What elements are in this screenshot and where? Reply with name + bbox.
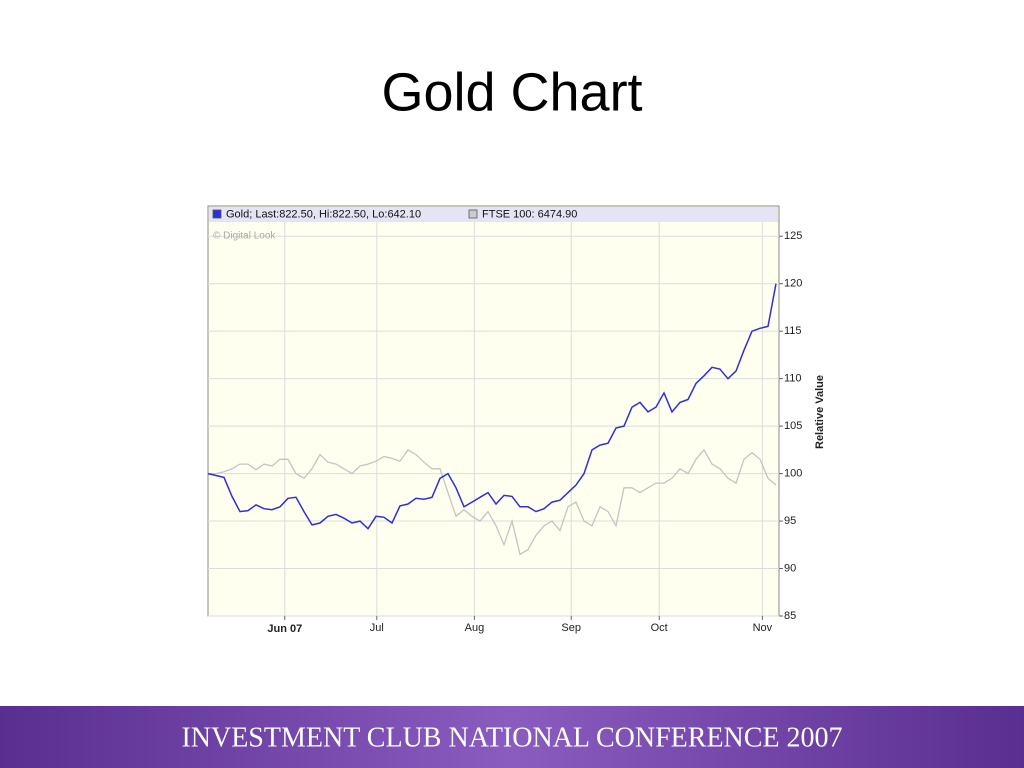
legend-label: FTSE 100: 6474.90 <box>482 208 577 220</box>
grid <box>208 222 783 620</box>
y-tick-label: 90 <box>784 562 796 574</box>
x-tick-label: Aug <box>465 622 485 634</box>
y-tick-label: 100 <box>784 467 802 479</box>
series-line <box>207 283 777 530</box>
y-tick-label: 110 <box>784 373 802 385</box>
series-line <box>208 448 777 556</box>
slide-title: Gold Chart <box>381 62 642 122</box>
watermark: © Digital Look <box>213 231 276 242</box>
legend-label: Gold; Last:822.50, Hi:822.50, Lo:642.10 <box>226 208 421 220</box>
x-tick-label: Oct <box>651 622 668 634</box>
legend-swatch <box>212 209 222 219</box>
footer-text: INVESTMENT CLUB NATIONAL CONFERENCE 2007 <box>181 722 842 753</box>
x-tick-label: Nov <box>753 622 773 634</box>
x-tick-label: Jul <box>370 622 384 634</box>
y-axis-label: Relative Value <box>814 375 826 449</box>
x-tick-label: Jun 07 <box>267 623 302 635</box>
footer-band <box>0 706 1024 768</box>
x-tick-label: Sep <box>561 622 581 634</box>
labels: 85 90 95 100 105 110 115 120 125 Jun 07 Jul Aug Sep O… <box>212 208 802 635</box>
y-tick-label: 120 <box>784 278 802 290</box>
y-tick-label: 85 <box>784 610 796 622</box>
y-tick-label: 105 <box>784 420 802 432</box>
plot-frame <box>207 205 780 617</box>
legend-band <box>209 207 778 222</box>
y-tick-label: 115 <box>784 325 802 337</box>
y-tick-label: 125 <box>784 230 802 242</box>
lines <box>207 283 777 556</box>
legend-swatch <box>468 209 478 219</box>
y-tick-label: 95 <box>784 515 796 527</box>
